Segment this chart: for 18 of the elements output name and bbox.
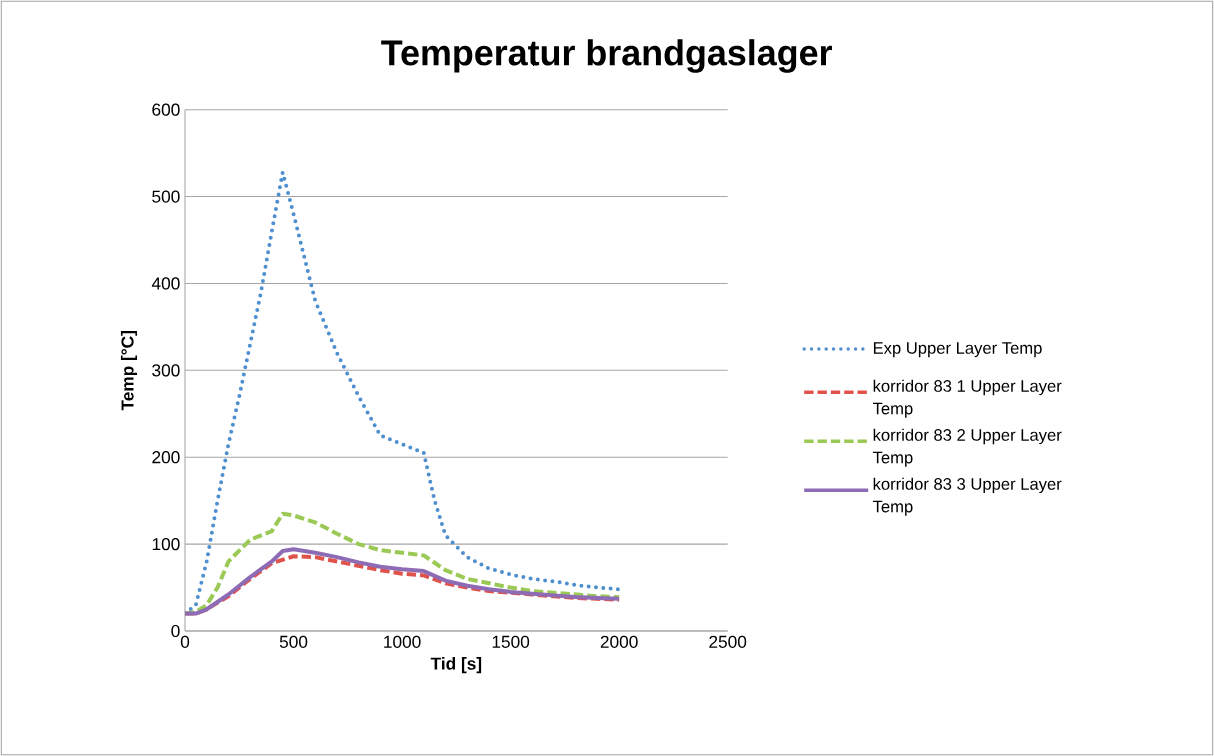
y-axis-title: Temp [°C] [120,331,138,411]
y-tick-label: 300 [152,364,180,377]
y-tick-label: 200 [152,451,180,464]
y-tick-label: 400 [151,277,180,290]
x-tick-label: 1500 [492,635,530,648]
x-tick-label: 500 [279,635,308,648]
x-tick-label: 2000 [600,635,638,648]
y-tick-label: 600 [152,103,180,116]
y-tick-label: 0 [171,624,180,638]
x-tick-label: 2500 [709,635,747,648]
x-tick-label: 1000 [384,635,421,648]
x-axis-title: Tid [s] [430,657,482,674]
legend-label: Exp Upper Layer Temp [873,342,1042,358]
legend-label: korridor 83 3 Upper Layer Temp [872,477,1062,516]
chart-title: Temperatur brandgaslager [381,39,832,73]
y-tick-label: 100 [152,537,180,551]
y-tick-label: 500 [152,190,180,203]
x-tick-label: 0 [180,635,190,648]
